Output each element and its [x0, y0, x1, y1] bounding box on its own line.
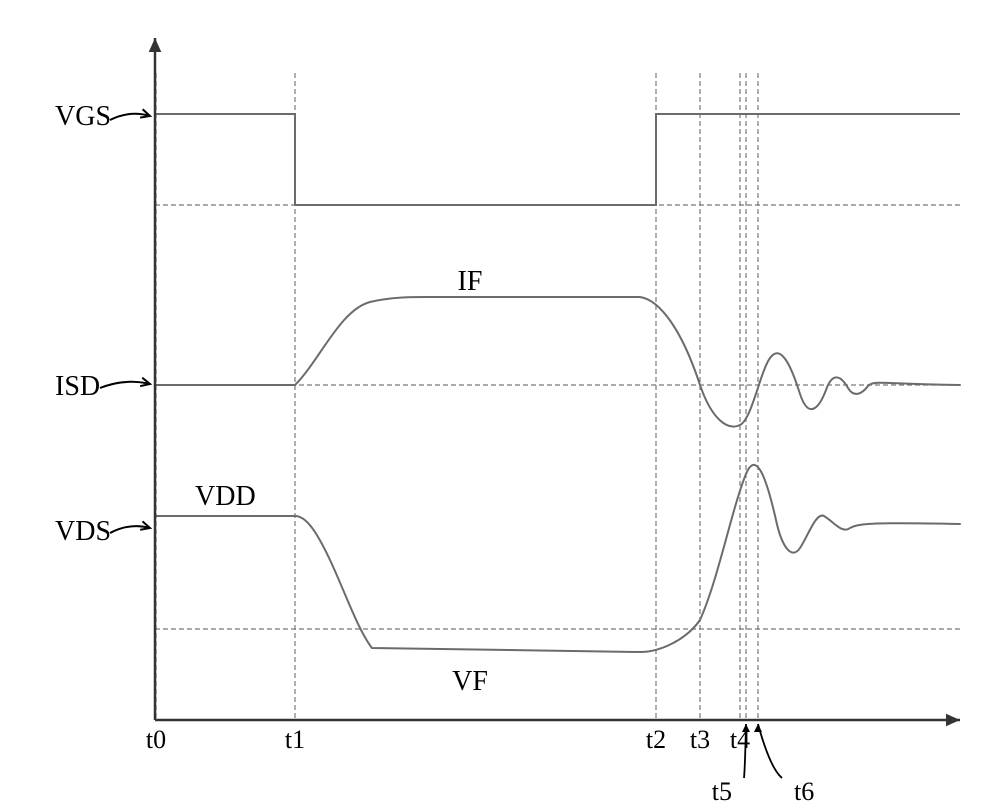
- if-label: IF: [458, 266, 483, 297]
- tick-label-t2: t2: [646, 725, 666, 754]
- vdd-label: VDD: [195, 481, 256, 512]
- tick-label-t6: t6: [794, 777, 814, 806]
- tick-label-t5: t5: [712, 777, 732, 806]
- vds-label: VDS: [55, 516, 111, 547]
- timing-diagram: VGSISDIFVDSVDDVFt0t1t2t3t4t5t6: [0, 0, 1000, 807]
- tick-label-t0: t0: [146, 725, 166, 754]
- tick-label-t3: t3: [690, 725, 710, 754]
- background: [0, 0, 1000, 807]
- vf-label: VF: [452, 666, 488, 697]
- isd-label: ISD: [55, 371, 100, 402]
- vgs-label: VGS: [55, 101, 111, 132]
- tick-label-t1: t1: [285, 725, 305, 754]
